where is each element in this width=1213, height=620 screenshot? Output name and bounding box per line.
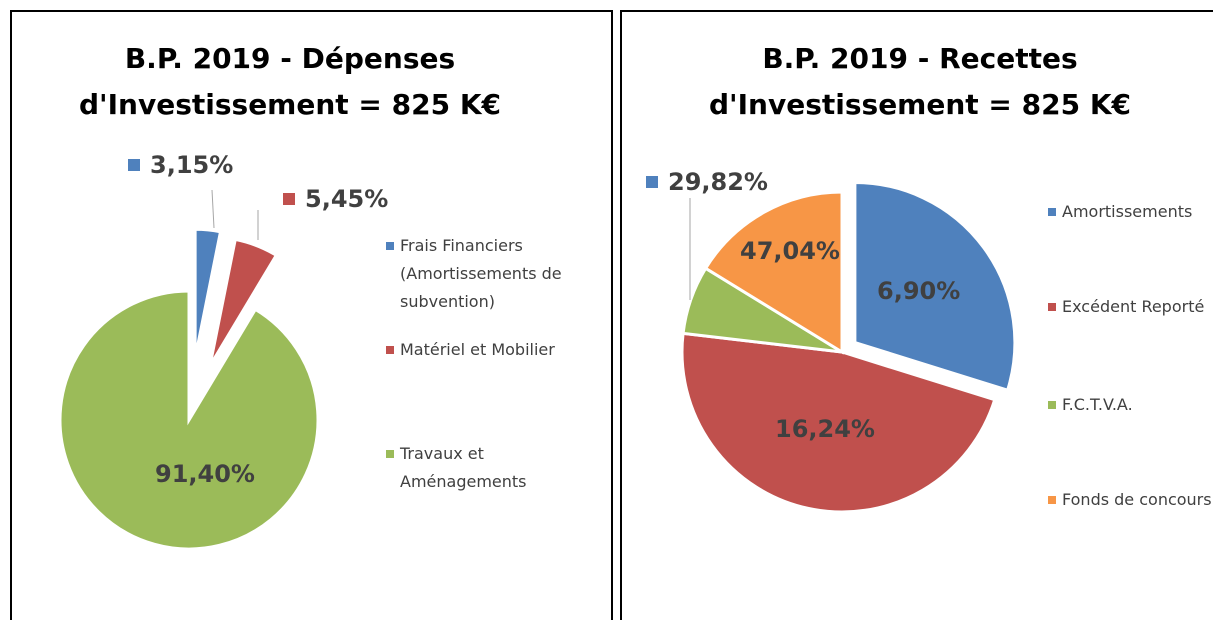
legend-label: Amortissements [1062,202,1193,221]
chart-title: B.P. 2019 - Dépenses d'Investissement = … [79,42,501,121]
data-label: 6,90% [877,277,960,305]
pie-slice [680,331,997,514]
legend-key [386,346,394,354]
chart-title: B.P. 2019 - Recettes d'Investissement = … [709,42,1131,121]
data-label: 29,82% [668,168,768,196]
pie-slice [58,289,320,551]
legend-key [386,242,394,250]
legend-label: Fonds de concours [1062,490,1212,509]
legend-key [1048,208,1056,216]
pie-slice [703,190,844,355]
data-label: 5,45% [305,185,388,213]
legend-label: Frais Financiers (Amortissements de subv… [400,236,562,311]
label-key [283,193,295,205]
legend-label: Travaux et Aménagements [400,444,527,491]
legend-item: Amortissements [1048,198,1213,226]
legend-key [1048,401,1056,409]
legend-label: F.C.T.V.A. [1062,395,1133,414]
legend-key [1048,303,1056,311]
legend-label: Matériel et Mobilier [400,340,555,359]
data-label: 16,24% [775,415,875,443]
legend-label: Excédent Reporté [1062,297,1205,316]
legend-item: Travaux et Aménagements [386,440,601,496]
pie-slice [853,181,1017,393]
legend-item: Matériel et Mobilier [386,336,601,364]
data-label: 3,15% [150,151,233,179]
data-label: 91,40% [155,460,255,488]
legend-item: F.C.T.V.A. [1048,391,1213,419]
pie-slice [193,227,223,359]
legend-item: Fonds de concours [1048,486,1213,514]
panel [10,10,613,620]
panel [620,10,1213,620]
data-label: 47,04% [740,237,840,265]
legend-key [386,450,394,458]
label-key [128,159,140,171]
pie-slice [208,237,279,367]
label-key [646,176,658,188]
legend-item: Frais Financiers (Amortissements de subv… [386,232,601,316]
legend-key [1048,496,1056,504]
legend-item: Excédent Reporté [1048,293,1213,321]
leader-line [211,189,215,229]
